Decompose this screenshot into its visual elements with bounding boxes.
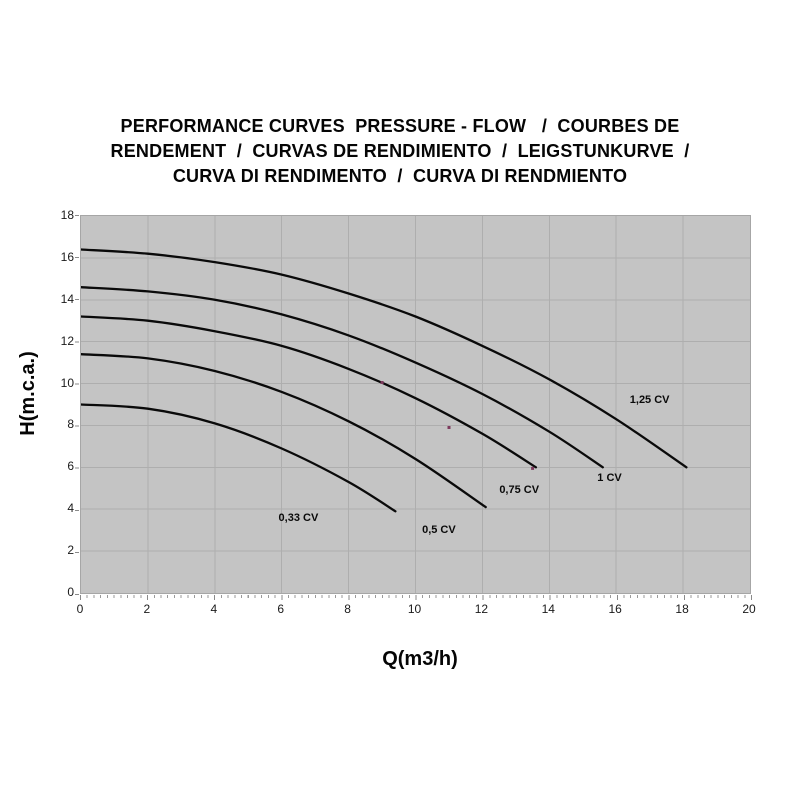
x-axis-title: Q(m3/h) [382, 648, 458, 670]
curve-label: 0,33 CV [278, 511, 319, 524]
y-axis-title: H(m.c.a.) [17, 351, 39, 436]
performance-curve [81, 286, 604, 469]
performance-curve [81, 353, 487, 509]
data-point-marker [447, 426, 451, 429]
y-tick-label: 10 [60, 375, 74, 390]
x-tick-label: 16 [608, 602, 622, 616]
y-tick-label: 4 [67, 501, 74, 516]
x-tick-label: 12 [474, 602, 489, 616]
y-tick-label: 8 [67, 417, 74, 432]
performance-curve [81, 248, 688, 469]
curve-label: 0,5 CV [422, 524, 456, 537]
chart-title-line-2: RENDEMENT / CURVAS DE RENDIMIENTO / LEIG… [110, 141, 690, 161]
performance-curve [81, 315, 538, 469]
x-tick-label: 20 [742, 602, 756, 616]
plot-area: 0,33 CV 0,5 CV 0,75 CV 1 CV 1,25 CV [80, 215, 751, 594]
chart-title-line-3: CURVA DI RENDIMENTO / CURVA DI RENDMIENT… [172, 166, 628, 186]
curve-label: 1 CV [597, 471, 622, 484]
x-tick-label: 14 [541, 602, 555, 616]
y-tick-label: 6 [67, 459, 74, 474]
x-tick-label: 18 [675, 602, 689, 616]
y-tick-label: 12 [60, 333, 74, 348]
x-tick-label: 2 [143, 602, 151, 616]
curve-label: 1,25 CV [629, 394, 670, 407]
y-tick-label: 18 [60, 208, 74, 222]
chart-title-line-1: PERFORMANCE CURVES PRESSURE - FLOW / COU… [120, 116, 680, 136]
x-tick-label: 6 [277, 602, 285, 616]
x-tick-label: 0 [76, 602, 84, 616]
y-tick-label: 14 [60, 291, 74, 306]
data-point-marker [531, 466, 535, 470]
y-tick-label: 2 [67, 543, 74, 558]
y-axis-tickmarks [75, 215, 79, 595]
data-point-marker [380, 381, 384, 384]
curve-label: 0,75 CV [499, 484, 540, 497]
y-tick-label: 0 [67, 585, 74, 599]
x-axis-major-tickmarks [80, 595, 752, 600]
x-tick-label: 8 [344, 602, 351, 616]
curves-svg [81, 216, 750, 593]
x-tick-label: 4 [210, 602, 218, 616]
x-tick-label: 10 [407, 602, 422, 616]
y-tick-label: 16 [60, 249, 74, 264]
chart-title: PERFORMANCE CURVES PRESSURE - FLOW / COU… [60, 114, 740, 189]
performance-curve [81, 403, 397, 513]
